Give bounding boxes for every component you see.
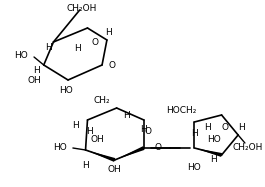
Text: HO: HO	[15, 50, 28, 59]
Text: O: O	[222, 123, 229, 133]
Text: H: H	[74, 44, 81, 53]
Text: H: H	[238, 123, 244, 133]
Text: H: H	[86, 128, 93, 137]
Text: H: H	[34, 65, 40, 74]
Text: H: H	[191, 128, 198, 137]
Text: O: O	[144, 128, 151, 137]
Text: OH: OH	[90, 136, 104, 145]
Text: OH: OH	[108, 165, 122, 174]
Text: H: H	[105, 27, 112, 36]
Text: HO: HO	[188, 163, 201, 172]
Text: H: H	[140, 125, 147, 134]
Text: HO: HO	[207, 136, 221, 145]
Text: HO: HO	[53, 143, 67, 153]
Polygon shape	[195, 148, 222, 157]
Polygon shape	[115, 146, 145, 160]
Text: HOCH₂: HOCH₂	[167, 105, 197, 114]
Text: O: O	[155, 143, 162, 153]
Text: O: O	[92, 38, 99, 47]
Text: H: H	[210, 156, 217, 165]
Text: CH₂OH: CH₂OH	[233, 143, 263, 153]
Text: H: H	[45, 42, 52, 51]
Text: OH: OH	[27, 76, 41, 85]
Text: H: H	[204, 123, 210, 133]
Text: CH₂: CH₂	[94, 96, 110, 105]
Polygon shape	[86, 150, 115, 162]
Text: O: O	[108, 61, 115, 70]
Text: H: H	[82, 160, 89, 169]
Text: CH₂OH: CH₂OH	[67, 4, 97, 13]
Text: H: H	[123, 111, 130, 119]
Text: HO: HO	[59, 85, 73, 94]
Text: H: H	[72, 120, 79, 130]
